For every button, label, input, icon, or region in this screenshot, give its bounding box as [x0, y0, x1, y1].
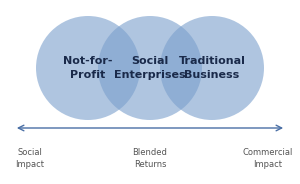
Circle shape	[160, 16, 264, 120]
Circle shape	[98, 16, 202, 120]
Text: Blended
Returns: Blended Returns	[133, 148, 167, 169]
Text: Traditional
Business: Traditional Business	[178, 56, 245, 80]
Text: Social
Enterprises: Social Enterprises	[114, 56, 186, 80]
Text: Social
Impact: Social Impact	[16, 148, 44, 169]
Text: Commercial
Impact: Commercial Impact	[243, 148, 293, 169]
Circle shape	[36, 16, 140, 120]
Text: Not-for-
Profit: Not-for- Profit	[63, 56, 113, 80]
